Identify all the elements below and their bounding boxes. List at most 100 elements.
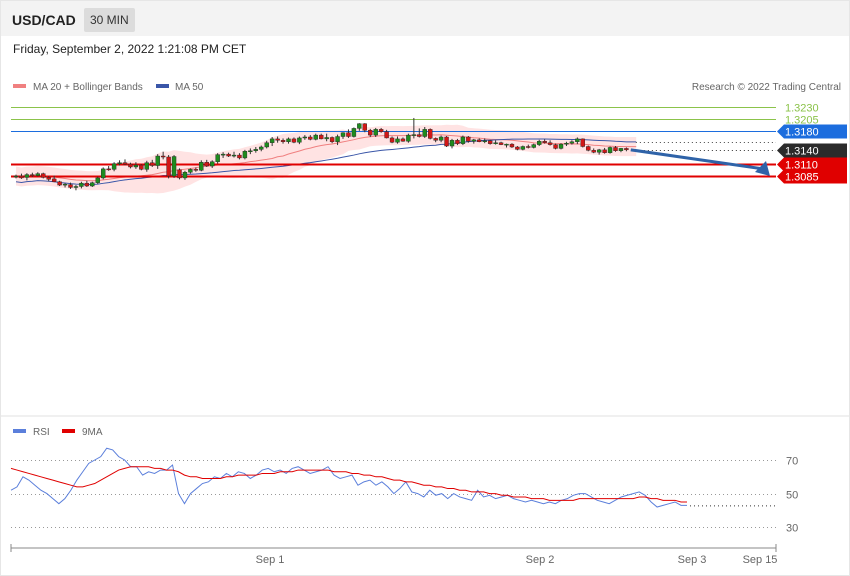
candle-body (607, 147, 613, 153)
candle-body (455, 140, 460, 144)
candle-body (417, 134, 422, 137)
candle-body (133, 164, 139, 168)
ma50-legend-swatch (156, 84, 169, 88)
candle-body (493, 142, 498, 144)
candle-body (128, 163, 133, 168)
candle-body (68, 184, 73, 188)
ma20-legend-label: MA 20 + Bollinger Bands (33, 82, 143, 93)
candle-body (613, 147, 618, 151)
candle-body (449, 140, 455, 147)
candle-body (515, 146, 520, 150)
candle-body (150, 162, 155, 166)
candle-body (313, 134, 318, 140)
candle-body (57, 181, 62, 186)
candle-body (35, 173, 40, 176)
candle-body (84, 182, 90, 187)
candle-body (406, 134, 411, 142)
candle-body (259, 146, 264, 150)
forecast-arrow-head (755, 161, 770, 177)
candle-body (569, 141, 575, 144)
candle-body (204, 162, 209, 167)
rsi-legend-label: RSI (33, 427, 50, 438)
candle-body (591, 150, 596, 153)
candle-body (471, 139, 476, 142)
level-label-1.3110: 1.3110 (785, 160, 818, 172)
rsi-legend-swatch (13, 429, 26, 433)
rsi-tick-label-70: 70 (786, 456, 798, 468)
candle-body (531, 144, 536, 148)
candle-body (280, 140, 286, 142)
candle-body (526, 146, 531, 148)
candle-body (460, 136, 466, 144)
candle-body (117, 162, 122, 164)
candle-body (537, 141, 542, 145)
candle-body (106, 168, 111, 171)
candle-body (340, 132, 346, 137)
candle-body (411, 134, 417, 136)
x-tick-label-sep2: Sep 2 (526, 554, 555, 566)
timeframe-badge[interactable]: 30 MIN (84, 8, 135, 32)
level-label-1.3180: 1.3180 (785, 127, 819, 139)
candle-body (553, 144, 558, 149)
candle-body (275, 138, 280, 141)
candle-body (357, 123, 362, 129)
candle-body (242, 151, 248, 159)
candle-body (199, 162, 204, 171)
candle-body (400, 138, 406, 142)
candle-body (166, 156, 171, 177)
top-bar: USD/CAD 30 MIN (1, 1, 849, 36)
candle-body (575, 138, 580, 142)
candle-body (482, 140, 487, 142)
candle-body (41, 173, 46, 178)
candle-body (378, 129, 384, 132)
level-tag-1.3110 (777, 157, 847, 172)
forecast-arrow-shaft (630, 148, 765, 171)
candle-body (586, 146, 591, 151)
candle-body (329, 137, 335, 142)
x-tick-label-sep1: Sep 1 (256, 554, 285, 566)
candle-body (308, 136, 313, 140)
candle-body (19, 175, 24, 179)
candle-body (79, 182, 84, 187)
level-tag-1.3180 (777, 124, 847, 139)
research-credit: Research © 2022 Trading Central (692, 82, 841, 93)
candle-body (547, 142, 553, 145)
candle-body (504, 143, 509, 146)
candle-body (177, 169, 182, 179)
candle-body (155, 155, 160, 166)
level-label-1.3230: 1.3230 (785, 103, 819, 115)
candle-body (122, 162, 128, 165)
candle-body (422, 129, 427, 137)
candle-body (509, 143, 515, 148)
candle-body (62, 183, 68, 186)
candle-body (602, 149, 607, 153)
candle-body (291, 138, 297, 143)
candle-body (95, 177, 100, 183)
candle-body (564, 142, 569, 145)
candle-body (139, 164, 144, 170)
candle-body (30, 174, 35, 176)
rsi-ma-legend-swatch (62, 429, 75, 433)
candle-body (248, 150, 253, 152)
candle-body (477, 139, 482, 142)
candle-body (193, 169, 199, 171)
candle-body (226, 153, 231, 157)
candle-body (231, 154, 237, 157)
x-tick-label-sep15: Sep 15 (743, 554, 778, 566)
candle-body (542, 141, 547, 143)
candle-body (438, 136, 444, 141)
candle-body (487, 140, 493, 144)
candle-body (144, 162, 150, 170)
level-label-1.3140: 1.3140 (785, 146, 819, 158)
level-tag-1.3085 (777, 169, 847, 184)
candle-body (46, 177, 51, 180)
candle-body (335, 136, 340, 142)
ma50-line (15, 138, 637, 185)
candle-body (171, 156, 177, 177)
level-label-1.3205: 1.3205 (785, 115, 819, 127)
level-label-1.3085: 1.3085 (785, 172, 819, 184)
candle-body (73, 186, 79, 188)
candle-body (51, 178, 57, 182)
candle-body (596, 149, 602, 153)
